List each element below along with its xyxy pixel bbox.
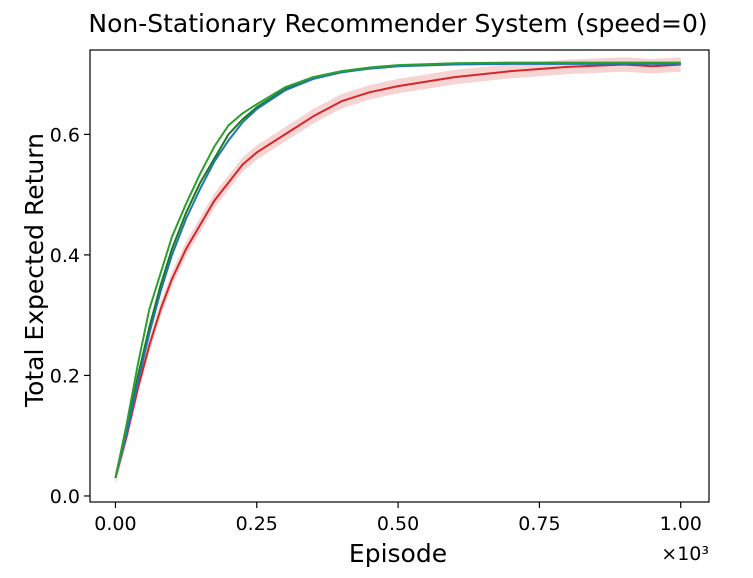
y-tick-label: 0.4 (50, 245, 80, 267)
x-tick-label: 1.00 (660, 513, 702, 535)
chart-title: Non-Stationary Recommender System (speed… (88, 9, 707, 38)
x-scale-multiplier: ×10³ (661, 543, 709, 565)
series-1-band (115, 57, 681, 486)
x-tick-label: 0.25 (236, 513, 278, 535)
series-4-line (114, 61, 681, 479)
series-2-line (114, 62, 681, 479)
y-tick-label: 0.0 (50, 486, 80, 508)
series-1-line (114, 63, 681, 479)
plot-area (114, 57, 681, 486)
x-tick-label: 0.50 (377, 513, 419, 535)
x-axis: 0.00 0.25 0.50 0.75 1.00 (94, 502, 702, 535)
series-3-line (114, 62, 681, 479)
plot-frame (89, 49, 710, 503)
x-tick-label: 0.75 (518, 513, 560, 535)
y-axis: 0.0 0.2 0.4 0.6 (50, 124, 90, 508)
y-axis-title: Total Expected Return (20, 133, 49, 408)
x-axis-title: Episode (349, 539, 447, 568)
x-tick-label: 0.00 (94, 513, 136, 535)
y-tick-label: 0.2 (50, 365, 80, 387)
y-tick-label: 0.6 (50, 124, 80, 146)
